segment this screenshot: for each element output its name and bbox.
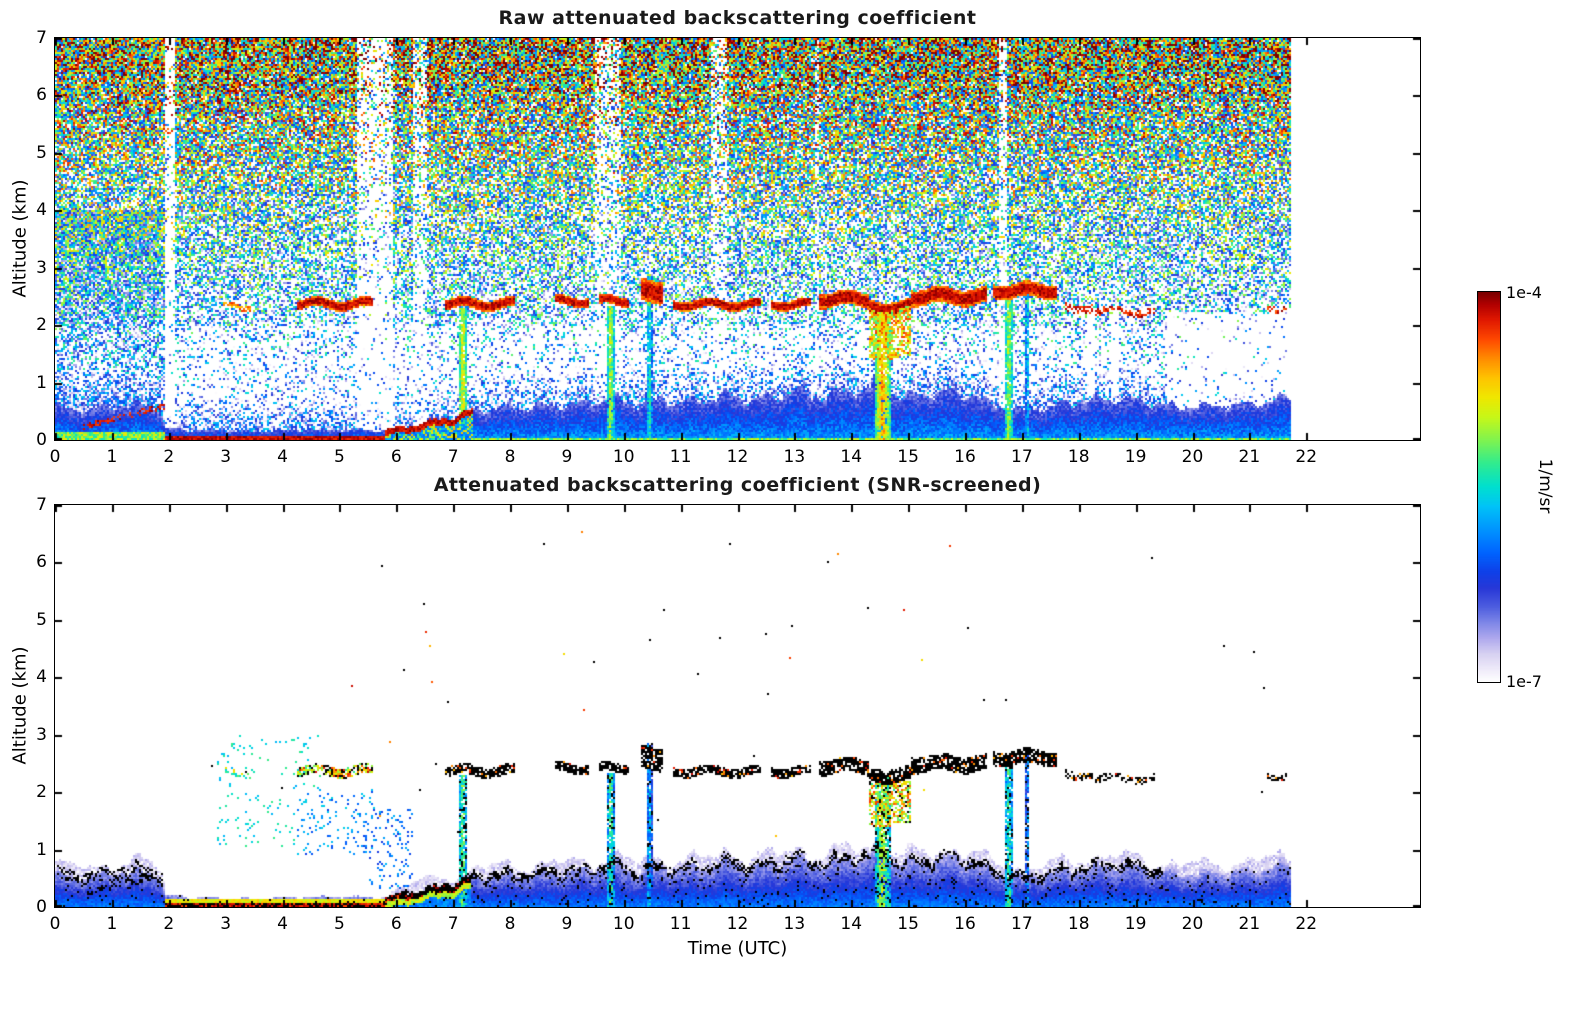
x-tick-label: 12 [726,914,749,934]
x-tick-label: 20 [1181,447,1204,467]
x-tick-label: 17 [1011,447,1033,467]
x-tick-label: 13 [783,914,806,934]
x-tick-label: 0 [49,447,61,467]
x-tick-label: 19 [1124,447,1147,467]
x-tick-label: 22 [1295,914,1318,934]
x-tick-label: 9 [561,447,573,467]
x-tick-label: 6 [390,447,402,467]
y-tick-label: 4 [36,667,47,688]
raw-y-axis-label: Altitude (km) [9,179,31,298]
y-tick-label: 3 [36,257,47,278]
y-tick-label: 6 [36,85,47,106]
y-tick-label: 0 [36,897,47,917]
colorbar-units-label: 1/m/sr [1535,458,1555,514]
x-tick-label: 3 [220,447,232,467]
x-tick-label: 21 [1238,914,1261,934]
x-tick-label: 1 [106,447,118,467]
x-tick-label: 14 [840,447,863,467]
y-tick-label: 5 [36,142,47,163]
x-tick-label: 15 [897,914,919,934]
y-tick-label: 1 [36,839,47,860]
x-tick-label: 17 [1011,914,1033,934]
colorbar-gradient-canvas [1478,292,1500,682]
x-tick-label: 12 [726,447,749,467]
y-tick-label: 0 [36,430,47,450]
x-tick-label: 2 [163,447,175,467]
x-tick-label: 10 [612,447,635,467]
x-tick-label: 10 [612,914,635,934]
y-tick-label: 7 [36,495,47,515]
x-axis-label: Time (UTC) [687,938,788,959]
x-tick-label: 2 [163,914,175,934]
x-tick-label: 4 [277,914,288,934]
x-tick-label: 8 [504,914,516,934]
x-tick-label: 4 [277,447,288,467]
colorbar-max-label: 1e-4 [1506,283,1542,302]
x-tick-label: 16 [954,914,976,934]
y-tick-label: 5 [36,609,47,630]
colorbar-min-label: 1e-7 [1506,672,1542,691]
y-tick-label: 4 [36,200,47,221]
x-tick-label: 13 [783,447,806,467]
x-tick-label: 19 [1124,914,1147,934]
x-tick-label: 11 [669,447,692,467]
x-tick-label: 14 [840,914,863,934]
x-tick-label: 6 [390,914,402,934]
x-tick-label: 0 [49,914,61,934]
x-tick-label: 5 [333,914,345,934]
x-tick-label: 5 [333,447,345,467]
raw-panel-title: Raw attenuated backscattering coefficien… [498,7,977,29]
raw-heatmap-panel [54,37,1421,441]
x-tick-label: 8 [504,447,516,467]
y-tick-label: 6 [36,552,47,573]
x-tick-label: 9 [561,914,573,934]
x-tick-label: 3 [220,914,232,934]
screened-y-axis-label: Altitude (km) [9,646,31,765]
x-tick-label: 1 [106,914,118,934]
x-tick-label: 15 [897,447,919,467]
screened-heatmap-canvas [55,505,1420,907]
colorbar [1477,291,1501,683]
x-tick-label: 21 [1238,447,1261,467]
y-tick-label: 1 [36,372,47,393]
x-tick-label: 7 [447,447,459,467]
raw-heatmap-canvas [55,38,1420,440]
x-tick-label: 7 [447,914,459,934]
y-tick-label: 3 [36,724,47,745]
y-tick-label: 2 [36,782,47,803]
y-tick-label: 7 [36,28,47,48]
screened-heatmap-panel [54,504,1421,908]
x-tick-label: 18 [1067,914,1090,934]
x-tick-label: 18 [1067,447,1090,467]
x-tick-label: 22 [1295,447,1318,467]
x-tick-label: 20 [1181,914,1204,934]
x-tick-label: 11 [669,914,692,934]
x-tick-label: 16 [954,447,976,467]
y-tick-label: 2 [36,315,47,336]
screened-panel-title: Attenuated backscattering coefficient (S… [433,474,1042,496]
